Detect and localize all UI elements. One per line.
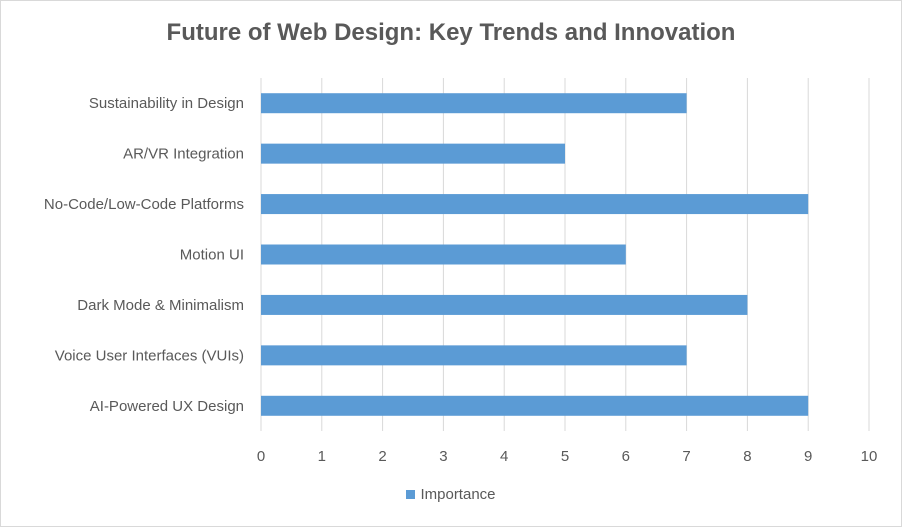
bar bbox=[261, 194, 809, 215]
category-label: Voice User Interfaces (VUIs) bbox=[55, 347, 244, 364]
x-tick-label: 3 bbox=[439, 448, 447, 465]
x-tick-label: 2 bbox=[378, 448, 386, 465]
x-tick-label: 7 bbox=[682, 448, 690, 465]
category-label: AI-Powered UX Design bbox=[90, 398, 244, 415]
x-tick-label: 1 bbox=[318, 448, 326, 465]
bar bbox=[261, 345, 687, 366]
x-tick-label: 5 bbox=[561, 448, 569, 465]
category-label: No-Code/Low-Code Platforms bbox=[44, 196, 244, 213]
bar bbox=[261, 244, 626, 265]
x-tick-label: 9 bbox=[804, 448, 812, 465]
category-label: Dark Mode & Minimalism bbox=[77, 297, 244, 314]
x-tick-label: 10 bbox=[861, 448, 878, 465]
x-tick-label: 6 bbox=[622, 448, 630, 465]
legend-label: Importance bbox=[420, 486, 496, 503]
category-label: Motion UI bbox=[180, 247, 244, 264]
x-tick-label: 8 bbox=[743, 448, 751, 465]
bar bbox=[261, 294, 748, 315]
legend-swatch bbox=[406, 489, 416, 499]
x-tick-label: 4 bbox=[500, 448, 508, 465]
bar bbox=[261, 395, 809, 416]
bar bbox=[261, 93, 687, 114]
legend: Importance bbox=[1, 486, 901, 503]
chart-title: Future of Web Design: Key Trends and Inn… bbox=[166, 19, 736, 46]
x-tick-label: 0 bbox=[257, 448, 265, 465]
category-label: AR/VR Integration bbox=[123, 146, 244, 163]
category-label: Sustainability in Design bbox=[89, 95, 244, 112]
bar bbox=[261, 143, 565, 164]
